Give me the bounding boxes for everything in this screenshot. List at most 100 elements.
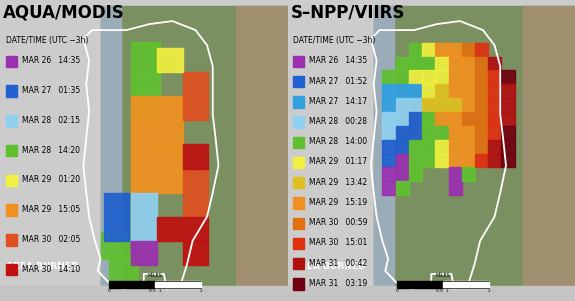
- Bar: [475, 70, 488, 84]
- Bar: [448, 112, 462, 126]
- Bar: [183, 144, 208, 169]
- Bar: [409, 70, 422, 84]
- Bar: [104, 193, 129, 241]
- Bar: [6, 115, 17, 127]
- Bar: [448, 167, 462, 181]
- Bar: [475, 98, 488, 112]
- Text: MAR 29   01:17: MAR 29 01:17: [309, 157, 367, 166]
- Bar: [462, 154, 475, 167]
- Text: AREA BURNED: AREA BURNED: [293, 262, 366, 271]
- Text: MAR 31   03:19: MAR 31 03:19: [309, 279, 367, 288]
- Bar: [462, 112, 475, 126]
- Bar: [6, 204, 17, 216]
- Bar: [131, 96, 160, 120]
- Bar: [435, 112, 448, 126]
- Bar: [475, 112, 488, 126]
- Text: MAR 27   01:52: MAR 27 01:52: [309, 76, 367, 85]
- Text: MAR 30   14:10: MAR 30 14:10: [22, 265, 80, 274]
- Bar: [501, 154, 515, 167]
- Bar: [6, 175, 17, 186]
- Text: MAR 28   02:15: MAR 28 02:15: [22, 116, 79, 125]
- Bar: [462, 98, 475, 112]
- Text: 0.5  1: 0.5 1: [149, 289, 162, 293]
- Bar: [382, 167, 396, 181]
- Bar: [293, 177, 304, 188]
- Bar: [501, 126, 515, 140]
- Text: MAR 28   00:28: MAR 28 00:28: [309, 117, 367, 126]
- Bar: [293, 157, 304, 168]
- Bar: [462, 43, 475, 57]
- Bar: [523, 6, 575, 286]
- Bar: [156, 217, 208, 241]
- Bar: [101, 6, 288, 286]
- Bar: [475, 43, 488, 57]
- Bar: [6, 264, 17, 275]
- Bar: [448, 126, 462, 140]
- Text: DATE/TIME (UTC −3h): DATE/TIME (UTC −3h): [293, 36, 375, 45]
- Bar: [6, 234, 17, 246]
- Bar: [293, 96, 304, 107]
- Bar: [183, 72, 208, 96]
- Bar: [288, 0, 374, 301]
- Bar: [396, 140, 409, 154]
- Bar: [409, 154, 422, 167]
- Bar: [396, 70, 409, 84]
- Bar: [293, 258, 304, 269]
- Bar: [475, 126, 488, 140]
- Bar: [396, 126, 409, 140]
- Bar: [382, 154, 396, 167]
- Bar: [131, 42, 160, 72]
- Bar: [131, 72, 160, 96]
- Bar: [488, 154, 501, 167]
- Bar: [462, 57, 475, 70]
- Bar: [448, 57, 462, 70]
- Bar: [293, 76, 304, 87]
- Bar: [435, 154, 448, 167]
- Bar: [448, 70, 462, 84]
- Bar: [396, 84, 409, 98]
- Bar: [293, 197, 304, 209]
- Bar: [488, 98, 501, 112]
- Bar: [374, 6, 575, 286]
- Text: MAR 30   02:05: MAR 30 02:05: [22, 235, 80, 244]
- Bar: [236, 6, 288, 286]
- Text: MAR 29   15:19: MAR 29 15:19: [309, 198, 367, 207]
- Bar: [435, 140, 448, 154]
- Bar: [183, 96, 208, 120]
- Bar: [0, 286, 288, 301]
- Bar: [409, 98, 422, 112]
- Text: 0: 0: [108, 289, 110, 293]
- Text: 2: 2: [488, 289, 490, 293]
- Bar: [448, 140, 462, 154]
- Text: MAR 29   01:20: MAR 29 01:20: [22, 175, 80, 184]
- Text: MAR 31   00:42: MAR 31 00:42: [309, 259, 367, 268]
- Bar: [488, 112, 501, 126]
- Bar: [396, 112, 409, 126]
- Bar: [293, 278, 304, 290]
- Text: MAR 28   14:00: MAR 28 14:00: [309, 137, 367, 146]
- Bar: [435, 126, 448, 140]
- Bar: [475, 84, 488, 98]
- Bar: [0, 0, 101, 301]
- Bar: [382, 140, 396, 154]
- Bar: [382, 112, 396, 126]
- Bar: [293, 56, 304, 67]
- Bar: [435, 43, 448, 57]
- Bar: [396, 167, 409, 181]
- Bar: [422, 154, 435, 167]
- Bar: [501, 84, 515, 98]
- Bar: [409, 112, 422, 126]
- Text: MAR 26   14:35: MAR 26 14:35: [309, 56, 367, 65]
- Bar: [382, 70, 396, 84]
- Bar: [422, 112, 435, 126]
- Bar: [501, 140, 515, 154]
- Bar: [435, 98, 448, 112]
- Bar: [6, 56, 17, 67]
- Bar: [475, 57, 488, 70]
- Text: AQUA/MODIS: AQUA/MODIS: [3, 3, 125, 21]
- Bar: [156, 48, 183, 72]
- Bar: [448, 181, 462, 195]
- Bar: [131, 241, 156, 265]
- Text: DATE/TIME (UTC −3h): DATE/TIME (UTC −3h): [6, 36, 88, 45]
- Bar: [183, 169, 208, 217]
